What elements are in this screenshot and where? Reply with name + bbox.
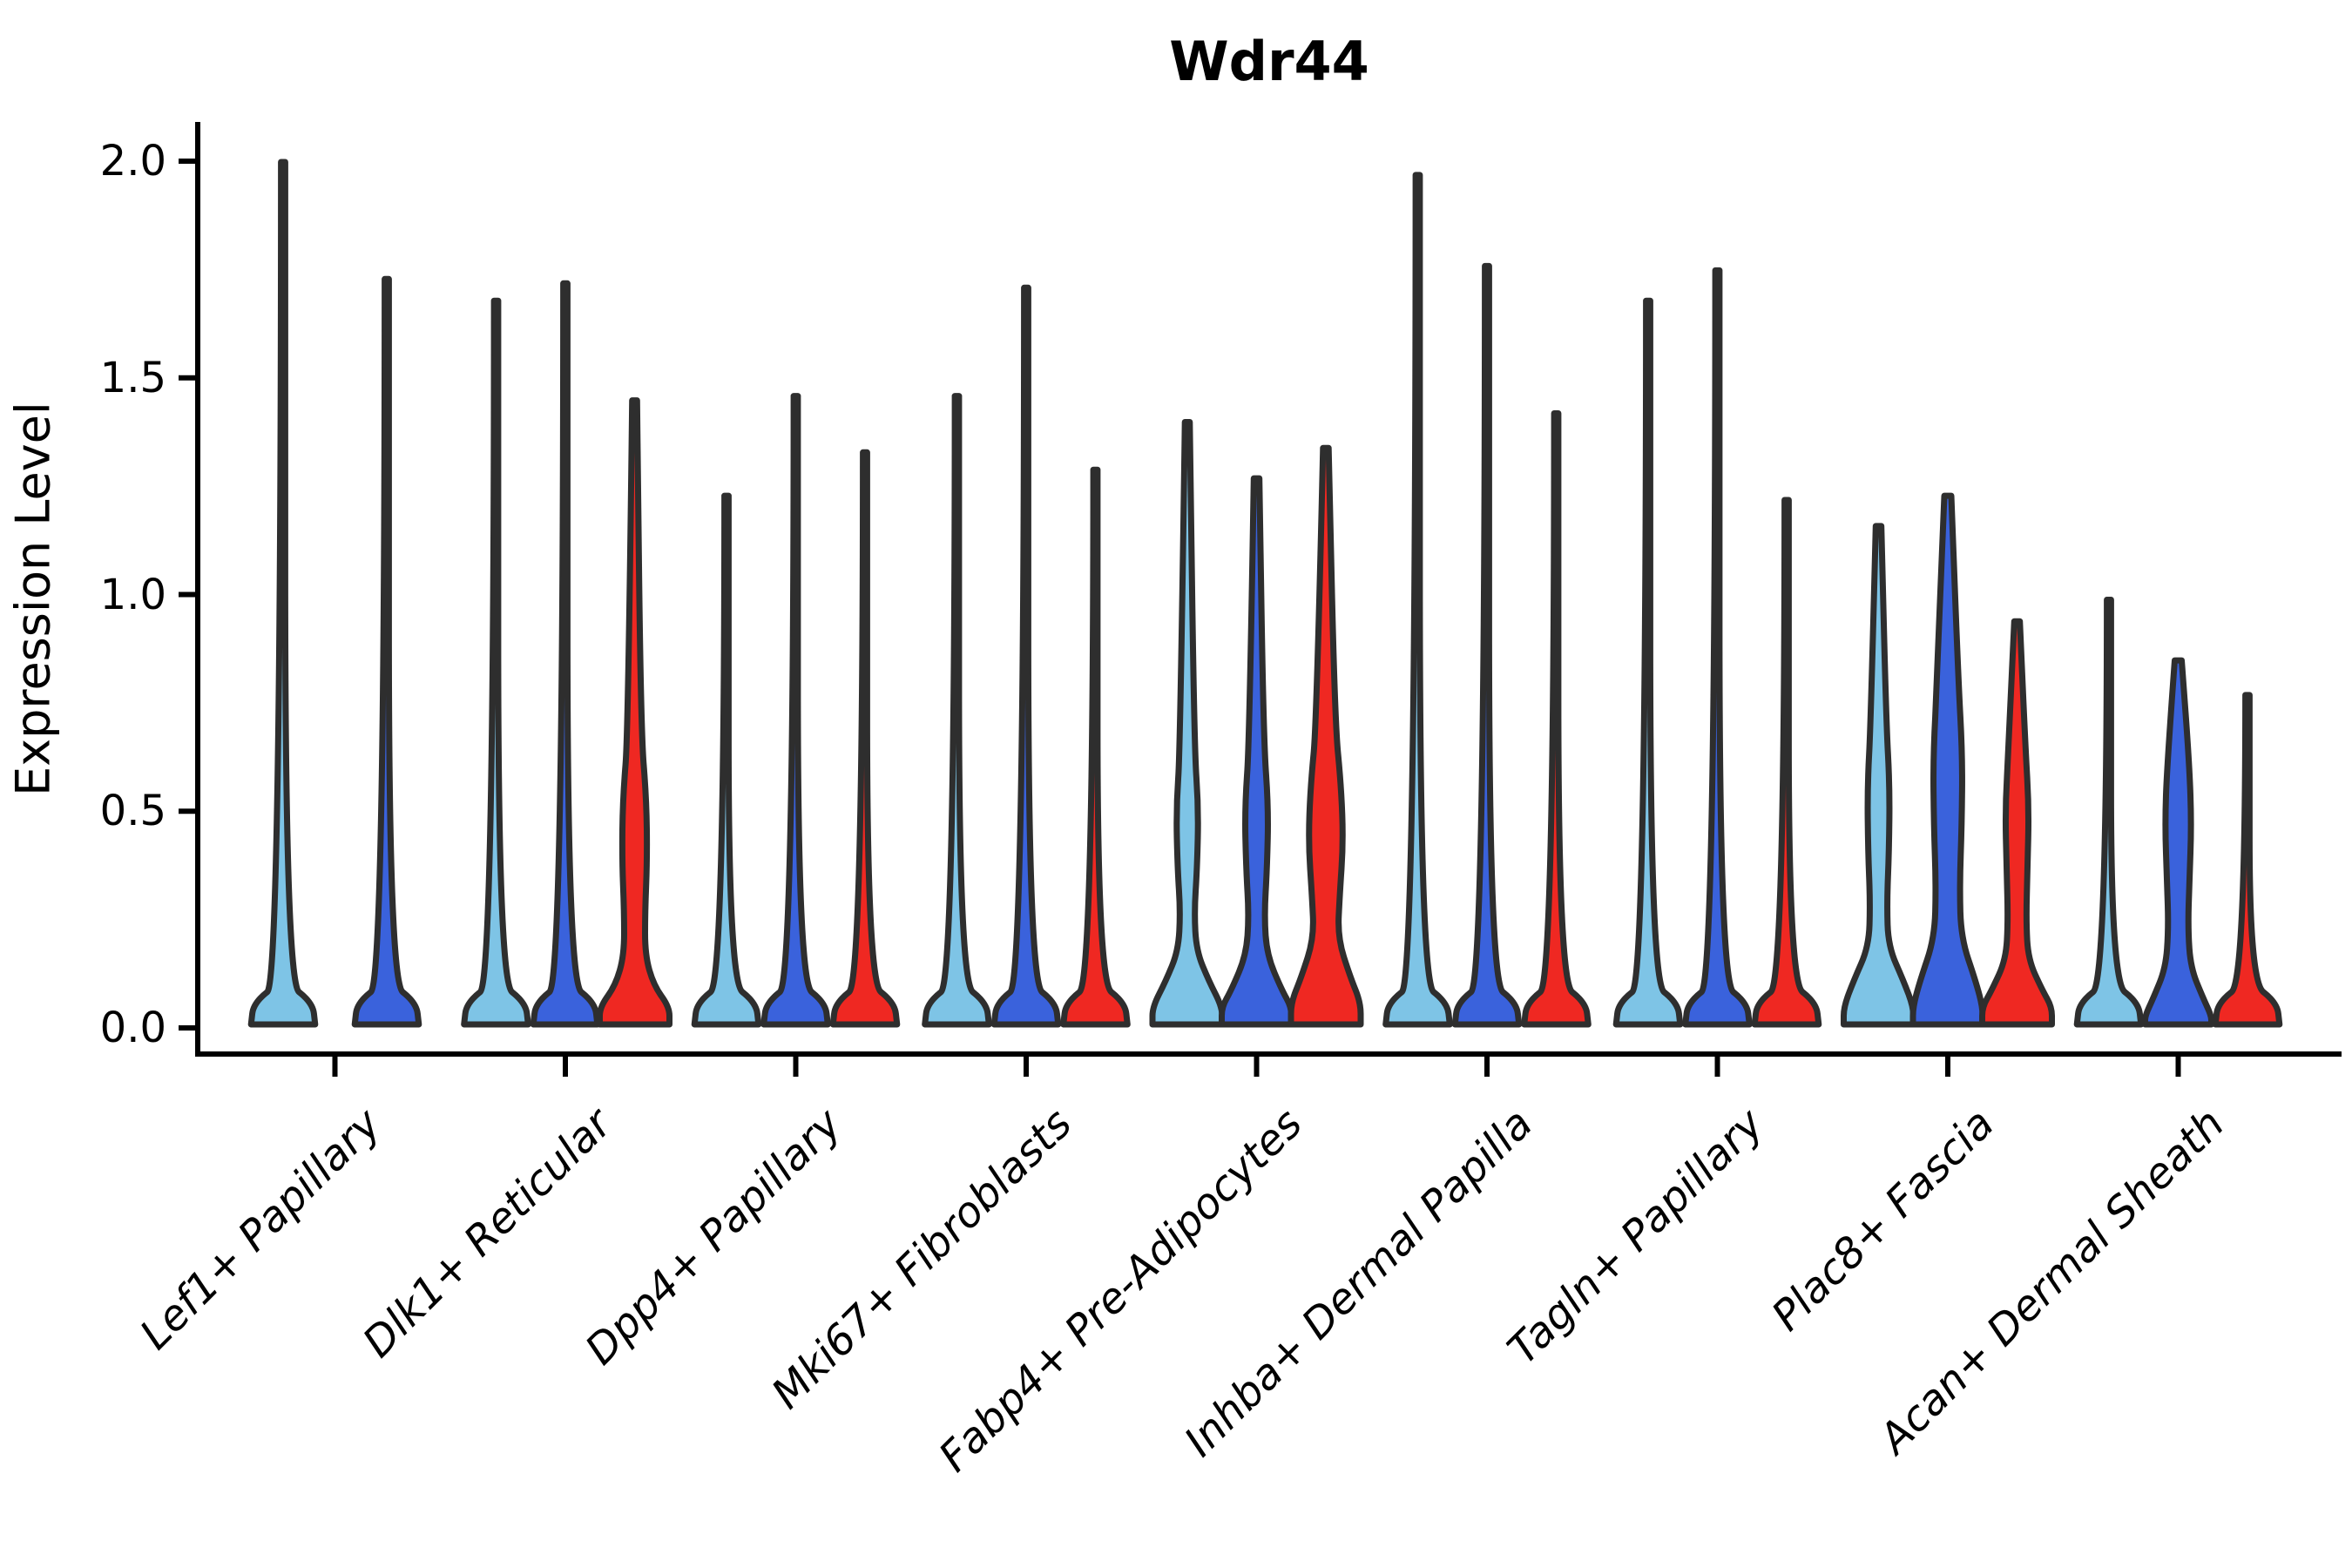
y-tick-label: 1.0 [99,570,166,619]
violin-fabp4-pre-adipocytes-s3 [1288,444,1364,1028]
violin-lef1-papillary-s1 [247,159,319,1028]
violin-fabp4-pre-adipocytes-s2 [1219,475,1294,1028]
violin-mki67-fibroblasts-s3 [1060,466,1131,1028]
violin-mki67-fibroblasts-s2 [990,284,1062,1028]
violin-tagln-papillary-s2 [1682,267,1753,1028]
violin-inhba-dermal-papilla-s3 [1521,410,1592,1028]
violin-dlk1-reticular-s2 [530,280,601,1028]
violin-lef1-papillary-s2 [351,275,422,1028]
chart-title: Wdr44 [1169,30,1369,93]
violin-dlk1-reticular-s1 [461,297,531,1028]
violin-tagln-papillary-s1 [1612,297,1684,1028]
violin-plac8-fascia-s2 [1909,492,1986,1028]
violin-fabp4-pre-adipocytes-s1 [1149,419,1226,1028]
violin-mki67-fibroblasts-s1 [922,393,992,1028]
y-tick-label: 1.5 [99,353,166,402]
y-tick-label: 0.0 [99,1004,166,1052]
violin-inhba-dermal-papilla-s2 [1451,262,1523,1028]
violin-dpp4-papillary-s1 [691,492,762,1028]
violin-plac8-fascia-s1 [1841,523,1917,1028]
violin-tagln-papillary-s3 [1751,497,1822,1028]
violin-acan-dermal-sheath-s2 [2142,657,2215,1028]
violin-inhba-dermal-papilla-s1 [1382,172,1453,1028]
y-tick-label: 0.5 [99,787,166,836]
violin-plac8-fascia-s3 [1979,618,2055,1028]
violin-dpp4-papillary-s3 [829,449,901,1028]
violin-dpp4-papillary-s2 [760,393,831,1028]
violin-acan-dermal-sheath-s1 [2073,597,2145,1028]
y-tick-label: 2.0 [99,137,166,186]
violin-dlk1-reticular-s3 [597,397,672,1028]
violin-acan-dermal-sheath-s3 [2212,692,2283,1028]
